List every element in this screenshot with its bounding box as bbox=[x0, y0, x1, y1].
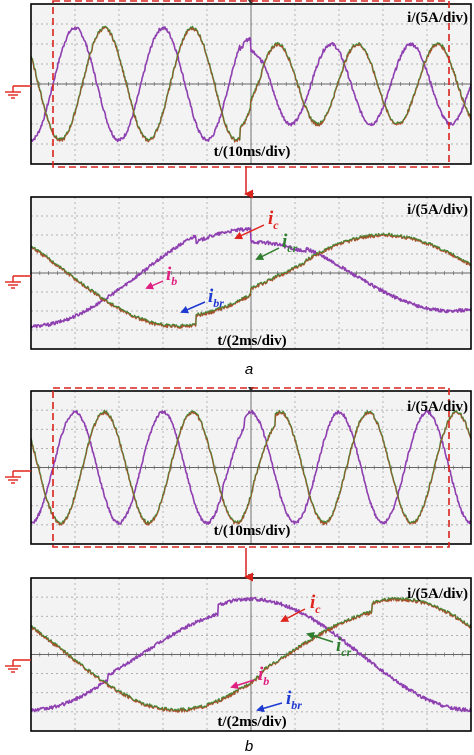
svg-text:icr: icr bbox=[336, 635, 352, 659]
ann-main-i-b-b: i bbox=[258, 664, 264, 685]
subfigure-label-b: b bbox=[245, 738, 253, 755]
ann-main-i-b-a: i bbox=[166, 264, 172, 285]
series-reference bbox=[30, 597, 472, 714]
ann-sub-i-cr-b: cr bbox=[341, 645, 351, 659]
xlabel-a-zoom: t/(2ms/div) bbox=[217, 333, 286, 349]
ann-sub-i-c-a: c bbox=[273, 218, 279, 232]
ylabel-b-zoom: i/(5A/div) bbox=[407, 586, 468, 602]
series-reference bbox=[30, 233, 472, 330]
ann-sub-i-b-a: b bbox=[171, 274, 177, 288]
panel-a-zoom bbox=[5, 193, 472, 350]
ann-main-i-cr-b: i bbox=[336, 635, 342, 656]
zoom-window-box bbox=[52, 0, 450, 168]
annotation-i-cr-b: icr bbox=[306, 632, 352, 659]
ground-marker-icon bbox=[5, 659, 31, 673]
annotation-i-br-a: ibr bbox=[180, 286, 224, 314]
xlabel-b-overview: t/(10ms/div) bbox=[214, 523, 291, 539]
ann-main-i-br-b: i bbox=[286, 688, 292, 709]
ann-sub-i-br-a: br bbox=[213, 296, 224, 310]
series-i-c bbox=[30, 25, 472, 143]
annotation-i-cr-a: icr bbox=[255, 231, 298, 260]
annotation-i-br-b: ibr bbox=[256, 688, 302, 713]
svg-text:ibr: ibr bbox=[208, 286, 224, 310]
annotation-i-b-a: ib bbox=[145, 264, 177, 290]
ann-sub-i-b-b: b bbox=[263, 674, 269, 688]
ann-main-i-c-b: i bbox=[310, 592, 316, 613]
series-i-b bbox=[30, 26, 472, 143]
series-reference bbox=[30, 410, 472, 527]
annotation-i-c-b: ic bbox=[280, 592, 321, 622]
ann-main-i-br-a: i bbox=[208, 286, 214, 307]
ylabel-a-zoom: i/(5A/div) bbox=[407, 202, 468, 218]
zoom-window-box bbox=[52, 387, 450, 548]
ann-sub-i-cr-a: cr bbox=[287, 241, 297, 255]
xlabel-b-zoom: t/(2ms/div) bbox=[217, 714, 286, 730]
svg-text:ib: ib bbox=[166, 264, 177, 288]
ylabel-a-overview: i/(5A/div) bbox=[407, 10, 468, 26]
svg-text:icr: icr bbox=[282, 231, 298, 255]
ann-main-i-cr-a: i bbox=[282, 231, 288, 252]
svg-text:ib: ib bbox=[258, 664, 269, 688]
series-reference bbox=[30, 26, 472, 144]
svg-text:ic: ic bbox=[268, 208, 279, 232]
xlabel-a-overview: t/(10ms/div) bbox=[214, 144, 291, 160]
ann-sub-i-br-b: br bbox=[291, 698, 302, 712]
ground-marker-icon bbox=[5, 470, 31, 484]
ground-marker-icon bbox=[5, 85, 31, 99]
ann-sub-i-c-b: c bbox=[315, 602, 321, 616]
panel-b-zoom bbox=[5, 574, 472, 732]
annotation-i-c-a: ic bbox=[234, 208, 279, 240]
ylabel-b-overview: i/(5A/div) bbox=[407, 399, 468, 415]
panel-a-overview bbox=[5, 0, 472, 168]
annotation-i-b-b: ib bbox=[230, 664, 269, 689]
ground-marker-icon bbox=[5, 275, 31, 289]
svg-text:ic: ic bbox=[310, 592, 321, 616]
svg-text:ibr: ibr bbox=[286, 688, 302, 712]
ann-main-i-c-a: i bbox=[268, 208, 274, 229]
subfigure-label-a: a bbox=[245, 361, 253, 378]
panel-b-overview bbox=[5, 387, 472, 548]
